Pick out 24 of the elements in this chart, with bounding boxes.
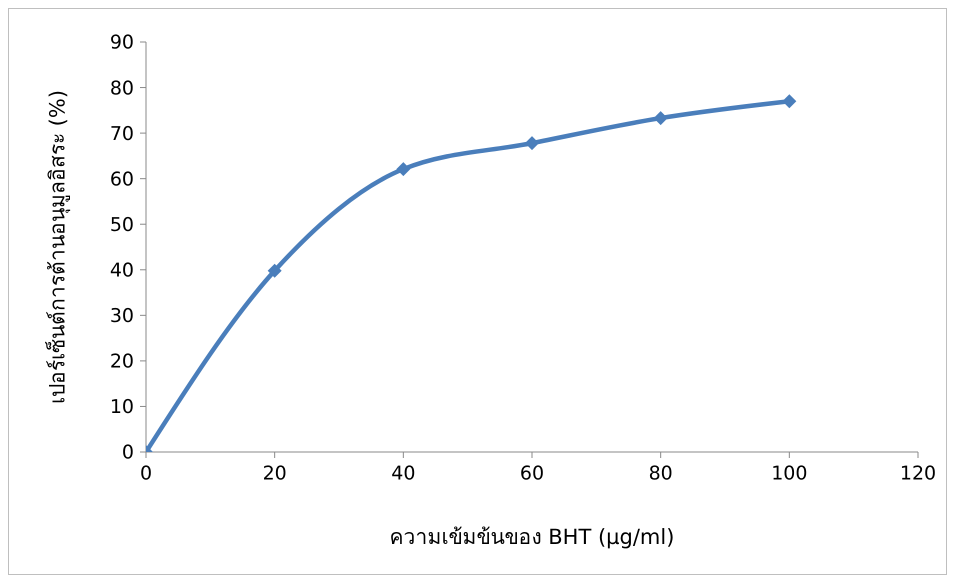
point bbox=[782, 94, 796, 108]
y-tick-label: 50 bbox=[110, 214, 134, 236]
point bbox=[525, 136, 539, 150]
y-tick-label: 70 bbox=[110, 122, 134, 145]
x-tick-label: 20 bbox=[262, 462, 287, 484]
y-tick-label: 10 bbox=[110, 396, 134, 418]
y-tick-label: 30 bbox=[110, 305, 134, 328]
x-axis-title: ความเข้มข้นของ BHT (µg/ml) bbox=[390, 525, 674, 549]
x-tick-label: 80 bbox=[648, 462, 673, 484]
y-tick-label: 20 bbox=[110, 350, 134, 373]
x-tick-label: 40 bbox=[391, 462, 416, 484]
y-tick-label: 0 bbox=[122, 442, 134, 464]
x-tick-label: 60 bbox=[520, 462, 544, 484]
x-tick-label: 0 bbox=[140, 462, 152, 484]
y-tick-label: 40 bbox=[110, 260, 134, 282]
y-axis-title: เปอร์เซ็นต์การต้านอนุมูลอิสระ (%) bbox=[43, 90, 70, 404]
x-tick-label: 120 bbox=[900, 462, 936, 484]
point bbox=[268, 264, 282, 278]
y-tick-label: 60 bbox=[110, 168, 134, 190]
y-tick-label: 90 bbox=[110, 32, 134, 54]
point bbox=[654, 111, 668, 126]
y-tick-label: 80 bbox=[110, 77, 134, 100]
x-tick-label: 100 bbox=[771, 462, 808, 484]
point bbox=[396, 162, 410, 176]
